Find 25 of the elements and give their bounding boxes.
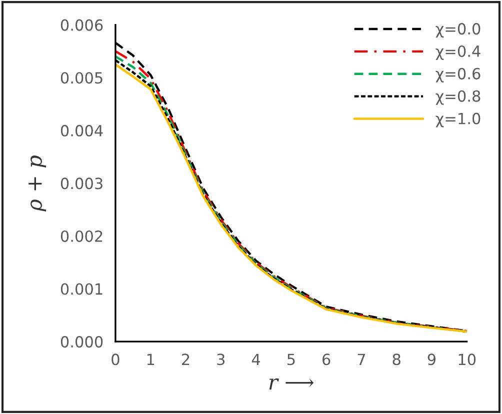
y-axis-title: ρ + p: [28, 156, 46, 212]
x-tick-label: 9: [428, 354, 436, 366]
x-tick-label: 1: [147, 354, 154, 365]
y-tick-label: 0.003: [60, 178, 102, 190]
x-tick-label: 5: [287, 354, 295, 366]
y-tick-label: 0.004: [60, 124, 103, 136]
legend-label: χ=1.0: [436, 112, 480, 128]
legend-label: χ=0.4: [436, 45, 480, 60]
x-tick-label: 3: [217, 354, 225, 366]
y-tick-label: 0.005: [60, 72, 102, 84]
x-tick-label: 6: [322, 354, 330, 366]
x-tick-label: 7: [358, 354, 365, 365]
x-tick-label: 4: [252, 354, 260, 365]
x-tick-label: 0: [112, 354, 120, 366]
x-axis-title: r ⟶: [269, 378, 314, 390]
y-tick-label: 0.006: [60, 19, 103, 31]
x-tick-label: 10: [458, 354, 476, 366]
y-tick-label: 0.000: [60, 336, 103, 348]
legend-label: χ=0.8: [436, 90, 480, 105]
x-tick-label: 2: [182, 354, 190, 365]
y-tick-label: 0.001: [60, 283, 102, 295]
y-tick-label: 0.002: [60, 230, 102, 242]
legend-label: χ=0.0: [436, 23, 480, 38]
x-tick-label: 8: [392, 354, 400, 366]
legend-label: χ=0.6: [436, 68, 480, 82]
